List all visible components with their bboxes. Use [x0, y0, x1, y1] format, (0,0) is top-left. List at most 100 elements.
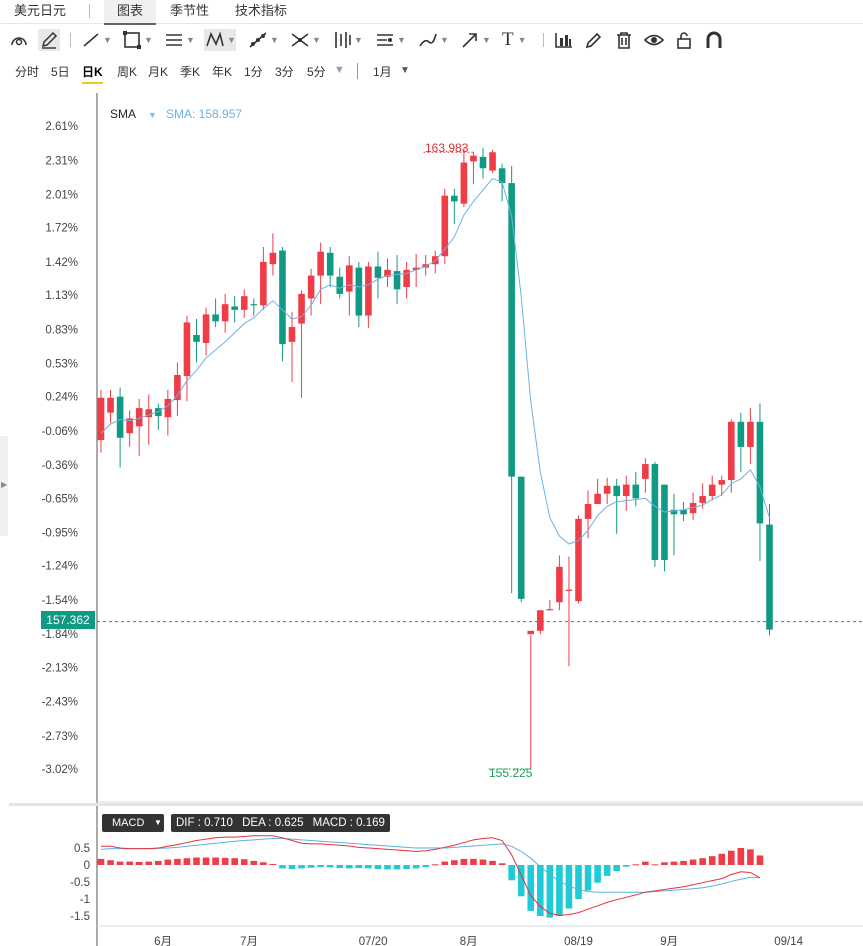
- candle: [183, 315, 191, 402]
- pattern-icon[interactable]: ▼: [204, 29, 236, 51]
- candle: [240, 289, 248, 318]
- indicator-icon[interactable]: [553, 29, 575, 51]
- period-item[interactable]: 5日: [51, 65, 70, 79]
- measure-icon[interactable]: ▼: [374, 29, 406, 51]
- candle-body: [221, 304, 229, 322]
- macd-histogram-bar: [594, 865, 601, 883]
- candle-body: [135, 408, 143, 427]
- candle-body: [546, 609, 554, 611]
- period-item[interactable]: 5分: [307, 65, 326, 79]
- line-icon[interactable]: ▼: [80, 29, 112, 51]
- brush-icon[interactable]: ▼: [417, 29, 449, 51]
- macd-histogram-bar: [250, 860, 258, 865]
- period-bar: 分时 5日 日K 周K 月K 季K 年K 1分 3分 5分 ▼ 1月 ▼: [0, 57, 863, 85]
- toolbar-divider: [543, 33, 544, 47]
- macd-dif-value: DIF : 0.710: [176, 817, 233, 829]
- candle-body: [126, 418, 133, 434]
- candle-body: [116, 396, 124, 438]
- macd-histogram-bar: [556, 865, 563, 916]
- candle: [135, 398, 143, 457]
- candle: [221, 293, 229, 333]
- x-tick-label: 6月: [154, 936, 172, 946]
- macd-dropdown-caret: ▼: [154, 818, 162, 827]
- expand-arrow-icon: ▶: [1, 480, 8, 489]
- period-item[interactable]: 季K: [180, 65, 201, 79]
- candle-body: [470, 155, 477, 162]
- macd-histogram-bar: [489, 860, 496, 865]
- macd-histogram-bar: [126, 861, 133, 865]
- lock-icon[interactable]: [673, 29, 695, 51]
- more-periods-caret[interactable]: ▼: [334, 64, 345, 76]
- trash-icon[interactable]: [613, 29, 635, 51]
- macd-histogram-bar: [240, 859, 248, 865]
- fibonacci-icon[interactable]: ▼: [247, 29, 279, 51]
- parallel-lines-icon[interactable]: ▼: [163, 29, 195, 51]
- period-item[interactable]: 分时: [15, 65, 40, 79]
- macd-histogram-bar: [584, 865, 592, 891]
- period-item[interactable]: 1分: [244, 65, 263, 79]
- text-icon[interactable]: T ▼: [502, 29, 527, 50]
- macd-histogram-bar: [603, 865, 611, 876]
- y-tick-label: -0.06%: [42, 426, 78, 438]
- candle-body: [489, 152, 496, 171]
- candlestick-series: [97, 147, 863, 770]
- period-item[interactable]: 3分: [275, 65, 294, 79]
- candle: [766, 504, 773, 636]
- pencil-icon[interactable]: [38, 29, 60, 51]
- candle-body: [317, 251, 324, 276]
- magnet-icon[interactable]: [8, 29, 30, 51]
- candle-body: [689, 502, 697, 514]
- candle-body: [298, 293, 305, 324]
- gann-icon[interactable]: ▼: [289, 29, 321, 51]
- x-tick-label: 07/20: [359, 936, 388, 946]
- candle: [412, 253, 420, 288]
- sma-dropdown-caret[interactable]: ▼: [148, 110, 157, 120]
- macd-histogram-bar: [269, 863, 277, 865]
- period-item[interactable]: 月K: [148, 65, 169, 79]
- eye-icon[interactable]: [643, 29, 665, 51]
- sma-indicator-label[interactable]: SMA: [110, 107, 137, 121]
- period-item-active[interactable]: 日K: [82, 63, 103, 84]
- range-caret[interactable]: ▼: [400, 65, 410, 76]
- panel-divider[interactable]: [9, 803, 863, 806]
- edit-icon[interactable]: [583, 29, 605, 51]
- arrow-icon[interactable]: ▼: [459, 29, 491, 51]
- candle: [537, 610, 544, 635]
- bars-icon[interactable]: ▼: [331, 29, 363, 51]
- macd-dea-value: DEA : 0.625: [242, 817, 304, 829]
- candle: [326, 247, 334, 288]
- current-price-tag: 157.362: [41, 611, 95, 629]
- sma-line: [100, 177, 770, 545]
- rectangle-icon[interactable]: ▼: [121, 29, 153, 51]
- candle: [355, 261, 363, 328]
- macd-indicator-button[interactable]: MACD ▼: [102, 814, 164, 832]
- candle: [680, 501, 687, 522]
- tab-seasonality[interactable]: 季节性: [170, 3, 210, 18]
- candle: [756, 403, 764, 562]
- tab-chart[interactable]: 图表: [104, 0, 156, 25]
- tab-symbol[interactable]: 美元日元: [14, 3, 67, 18]
- period-item[interactable]: 年K: [212, 65, 233, 79]
- magnet2-icon[interactable]: [703, 29, 725, 51]
- macd-histogram-bar: [747, 849, 754, 865]
- candle: [288, 312, 296, 382]
- candle-body: [622, 484, 630, 497]
- candle-body: [699, 496, 706, 503]
- macd-histogram-bar: [403, 865, 410, 870]
- tab-technical-indicators[interactable]: 技术指标: [235, 3, 288, 18]
- period-item[interactable]: 周K: [117, 65, 138, 79]
- candle-body: [594, 493, 601, 505]
- candle-body: [384, 269, 391, 277]
- candle-body: [202, 314, 210, 343]
- sma-value: SMA: 158.957: [166, 107, 243, 121]
- macd-histogram-bar: [288, 865, 296, 870]
- candle-body: [174, 374, 181, 401]
- candle: [346, 256, 353, 316]
- candle-body: [728, 421, 735, 481]
- candle: [298, 290, 305, 398]
- sidebar-toggle-handle[interactable]: ▶: [0, 436, 8, 536]
- candle: [97, 389, 105, 453]
- x-tick-label: 09/14: [774, 936, 803, 946]
- range-selector[interactable]: 1月: [373, 65, 392, 79]
